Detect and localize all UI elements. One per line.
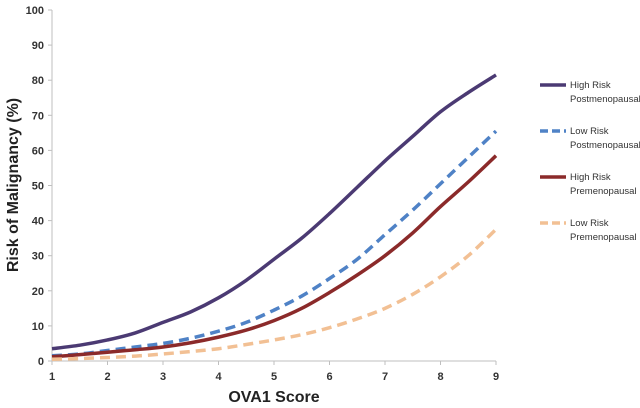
legend-item-low-risk-postmenopausal: Low Risk Postmenopausal <box>540 126 640 151</box>
y-tick-label: 50 <box>32 181 44 193</box>
x-tick-label: 1 <box>49 371 55 383</box>
legend-item-high-risk-postmenopausal: High Risk Postmenopausal <box>540 80 640 105</box>
y-tick-label: 90 <box>32 40 44 52</box>
legend-label-line: High Risk <box>570 172 611 183</box>
x-tick-label: 4 <box>215 371 222 383</box>
x-axis-title: OVA1 Score <box>228 389 319 406</box>
y-tick-label: 40 <box>32 216 44 228</box>
x-tick-label: 9 <box>493 371 499 383</box>
series-line-high-risk-premenopausal <box>51 154 498 359</box>
y-tick-label: 80 <box>32 75 44 87</box>
axes: 0 10 20 30 40 50 60 70 80 90 100 1 2 3 4 5 6 7 8 9 <box>26 5 499 383</box>
series-line-low-risk-premenopausal <box>51 228 498 361</box>
legend-label-line: High Risk <box>570 80 611 91</box>
legend-label-line: Postmenopausal <box>570 140 640 151</box>
legend-item-low-risk-premenopausal: Low Risk Premenopausal <box>540 218 637 243</box>
series-line-low-risk-postmenopausal <box>51 129 498 358</box>
x-tick-label: 6 <box>326 371 332 383</box>
legend: High Risk Postmenopausal Low Risk Postmenop… <box>540 80 640 243</box>
y-tick-label: 100 <box>26 5 44 17</box>
legend-label-line: Low Risk <box>570 126 609 137</box>
legend-label-line: Postmenopausal <box>570 94 640 105</box>
legend-item-high-risk-premenopausal: High Risk Premenopausal <box>540 172 637 197</box>
series-line-high-risk-postmenopausal <box>51 73 497 351</box>
x-tick-label: 7 <box>382 371 388 383</box>
y-tick-label: 70 <box>32 110 44 122</box>
legend-label-line: Low Risk <box>570 218 609 229</box>
plot-series <box>51 73 498 361</box>
x-tick-label: 5 <box>271 371 277 383</box>
x-tick-label: 2 <box>104 371 110 383</box>
y-axis-title: Risk of Malignancy (%) <box>5 98 22 272</box>
y-tick-label: 30 <box>32 251 44 263</box>
y-tick-label: 10 <box>32 321 44 333</box>
y-tick-label: 0 <box>38 356 44 368</box>
y-tick-label: 60 <box>32 145 44 157</box>
legend-label-line: Premenopausal <box>570 232 637 243</box>
x-tick-label: 3 <box>160 371 166 383</box>
y-tick-label: 20 <box>32 286 44 298</box>
legend-label-line: Premenopausal <box>570 186 637 197</box>
x-tick-label: 8 <box>437 371 443 383</box>
